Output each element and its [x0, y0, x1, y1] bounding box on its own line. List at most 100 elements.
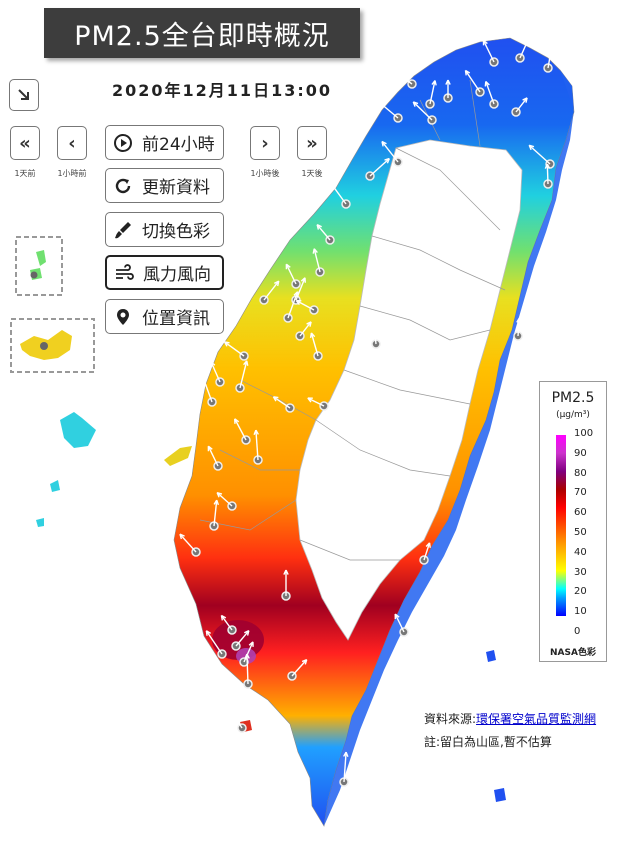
wind-arrow-head — [394, 613, 400, 620]
kinmen-inset[interactable] — [10, 318, 95, 373]
wind-arrow — [372, 318, 377, 345]
past-24-hours-label: 前24小時 — [142, 135, 215, 155]
next-day-caption: 1天後 — [301, 169, 323, 178]
wind-arrow-head — [381, 140, 387, 147]
wind-arrow-head — [295, 299, 302, 306]
wind-arrow — [205, 630, 223, 655]
wind-arrow-head — [330, 182, 336, 189]
wind-arrow-head — [205, 630, 211, 636]
legend-tick: 100 — [574, 428, 594, 439]
wind-arrow-head — [244, 653, 250, 659]
wind-arrow — [528, 144, 551, 165]
wind-arrow — [220, 615, 233, 631]
wind-arrow — [213, 500, 218, 527]
switch-colors-label: 切換色彩 — [142, 222, 210, 242]
wind-arrow — [379, 102, 399, 119]
wind-arrow-head — [283, 569, 289, 575]
wind-arrow — [310, 332, 319, 357]
wind-arrow-head — [384, 157, 390, 164]
wind-arrow-head — [482, 39, 488, 46]
wind-arrow — [255, 430, 259, 461]
wind-arrow — [316, 224, 331, 241]
wind-arrow — [201, 375, 213, 403]
wind-arrow — [235, 630, 250, 647]
location-info-label: 位置資訊 — [142, 309, 210, 329]
wind-arrow-head — [210, 361, 216, 367]
next-hour-button[interactable]: › — [250, 126, 280, 160]
data-source-link[interactable]: 環保署空氣品質監測網 — [476, 712, 597, 726]
legend-color-bar — [556, 435, 566, 616]
wind-arrow-head — [293, 291, 299, 297]
prev-day-caption: 1天前 — [14, 169, 36, 178]
wind-arrow-head — [306, 321, 312, 327]
wind-arrow — [464, 70, 481, 93]
wind-arrow-head — [522, 97, 528, 103]
wind-arrow — [291, 659, 308, 677]
switch-colors-button[interactable]: 切換色彩 — [105, 212, 224, 247]
wind-arrow-head — [223, 341, 230, 347]
wind-arrow — [330, 182, 347, 205]
legend-title: PM2.5 — [551, 390, 595, 406]
wind-arrow-head — [213, 499, 220, 506]
wind-arrow — [381, 141, 399, 163]
past-24-hours-button[interactable]: 前24小時 — [105, 125, 224, 160]
legend-tick: 70 — [574, 487, 587, 499]
east-coast-clean-air — [324, 70, 574, 826]
prev-hour-button[interactable]: ‹ — [57, 126, 87, 160]
legend-tick: 50 — [574, 527, 587, 538]
refresh-data-button[interactable]: 更新資料 — [105, 168, 224, 203]
pm25-legend: PM2.5 (μg/m³) 100 90 80 70 60 50 40 30 20 10 0 NAS… — [539, 381, 607, 662]
next-day-button[interactable]: » — [297, 126, 327, 160]
wind-arrow — [246, 653, 249, 685]
data-source-label: 資料來源: — [424, 712, 477, 726]
wind-arrows — [179, 38, 556, 783]
wind-arrow-head — [234, 418, 240, 424]
wind-arrow-head — [300, 277, 306, 283]
wind-arrow-head — [220, 614, 227, 621]
wind-arrow-head — [216, 491, 223, 498]
wind-arrow — [519, 39, 529, 59]
legend-tick: 60 — [574, 507, 587, 519]
penghu-small-isle-2 — [36, 518, 44, 527]
wind-direction-label: 風力風向 — [143, 265, 211, 285]
wind-arrow-head — [343, 751, 349, 757]
observation-datetime: 2020年12月11日13:00 — [112, 81, 332, 100]
wind-arrow — [299, 321, 312, 337]
wind-arrow-head — [179, 533, 185, 540]
prev-day-button[interactable]: « — [10, 126, 40, 160]
wind-arrow — [515, 97, 528, 113]
wind-arrow-head — [378, 101, 385, 108]
wind-arrow-head — [307, 397, 313, 403]
location-info-button[interactable]: 位置資訊 — [105, 299, 224, 334]
wind-arrow — [273, 396, 291, 409]
mountain-note: 註:留白為山區,暫不估算 — [424, 735, 552, 749]
wind-arrow-head — [412, 101, 419, 107]
wind-arrow-head — [285, 263, 291, 270]
collapse-panel-button[interactable] — [9, 79, 39, 111]
wind-arrow — [287, 291, 299, 319]
wind-arrow-head — [312, 248, 318, 254]
wind-arrow-head — [528, 144, 535, 151]
wind-arrow-head — [445, 79, 451, 85]
wind-arrow-head — [464, 69, 471, 76]
wind-arrow — [517, 317, 520, 337]
green-island — [494, 788, 506, 802]
chiayi-coast-yellow — [164, 446, 192, 466]
wind-arrow — [343, 752, 347, 783]
matsu-inset[interactable] — [15, 236, 63, 296]
legend-tick: 30 — [574, 566, 587, 578]
legend-tick: 10 — [574, 606, 587, 618]
wind-arrow-head — [248, 641, 254, 647]
wind-arrow — [546, 163, 549, 185]
next-hour-caption: 1小時後 — [250, 169, 280, 178]
wind-arrow-head — [549, 38, 556, 44]
arrow-down-right-icon — [18, 89, 29, 100]
wind-arrow-head — [231, 712, 238, 718]
legend-tick: 40 — [574, 546, 587, 558]
mountain-no-estimate-area — [295, 139, 523, 641]
wind-arrow-head — [272, 396, 279, 402]
legend-tick: 90 — [574, 447, 587, 459]
wind-direction-button[interactable]: 風力風向 — [105, 255, 224, 290]
wind-arrow — [210, 361, 221, 383]
